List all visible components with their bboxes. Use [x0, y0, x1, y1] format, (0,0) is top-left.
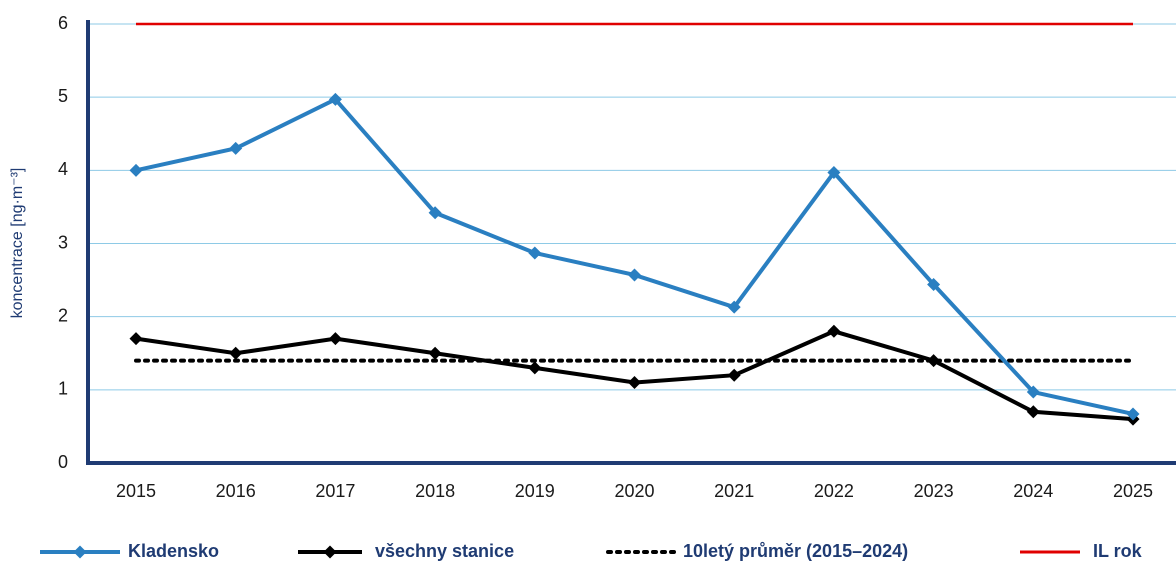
legend-marker	[73, 545, 87, 559]
marker	[129, 163, 143, 177]
x-tick-label: 2017	[315, 481, 355, 501]
marker	[727, 300, 741, 314]
marker	[328, 92, 342, 106]
marker	[328, 332, 342, 346]
y-axis-label: koncentrace [ng·m⁻³]	[9, 168, 26, 319]
marker	[428, 346, 442, 360]
y-tick-label: 5	[58, 86, 68, 106]
y-tick-label: 4	[58, 159, 68, 179]
legend-label: všechny stanice	[375, 541, 514, 561]
marker	[1026, 385, 1040, 399]
y-tick-label: 0	[58, 452, 68, 472]
marker	[528, 361, 542, 375]
legend-label: 10letý průměr (2015–2024)	[683, 541, 908, 561]
x-tick-label: 2025	[1113, 481, 1153, 501]
marker	[1026, 405, 1040, 419]
marker	[528, 246, 542, 260]
x-tick-label: 2015	[116, 481, 156, 501]
y-tick-label: 6	[58, 13, 68, 33]
x-tick-label: 2024	[1013, 481, 1053, 501]
x-tick-label: 2020	[614, 481, 654, 501]
x-tick-label: 2019	[515, 481, 555, 501]
x-tick-label: 2021	[714, 481, 754, 501]
marker	[927, 354, 941, 368]
marker	[229, 141, 243, 155]
marker	[428, 206, 442, 220]
legend-label: IL rok	[1093, 541, 1143, 561]
y-tick-label: 3	[58, 232, 68, 252]
marker	[927, 277, 941, 291]
x-tick-label: 2018	[415, 481, 455, 501]
y-tick-label: 1	[58, 379, 68, 399]
marker	[628, 268, 641, 282]
marker	[827, 324, 841, 338]
marker	[229, 346, 243, 360]
legend-marker	[323, 545, 337, 559]
x-tick-label: 2023	[914, 481, 954, 501]
series-line	[135, 96, 1134, 416]
x-tick-label: 2016	[216, 481, 256, 501]
marker	[129, 332, 143, 346]
marker	[827, 166, 841, 180]
y-tick-label: 2	[58, 305, 68, 325]
series-line	[135, 329, 1134, 422]
marker	[727, 368, 741, 382]
marker	[1126, 407, 1140, 421]
legend-label: Kladensko	[128, 541, 219, 561]
x-tick-label: 2022	[814, 481, 854, 501]
marker	[628, 376, 641, 390]
